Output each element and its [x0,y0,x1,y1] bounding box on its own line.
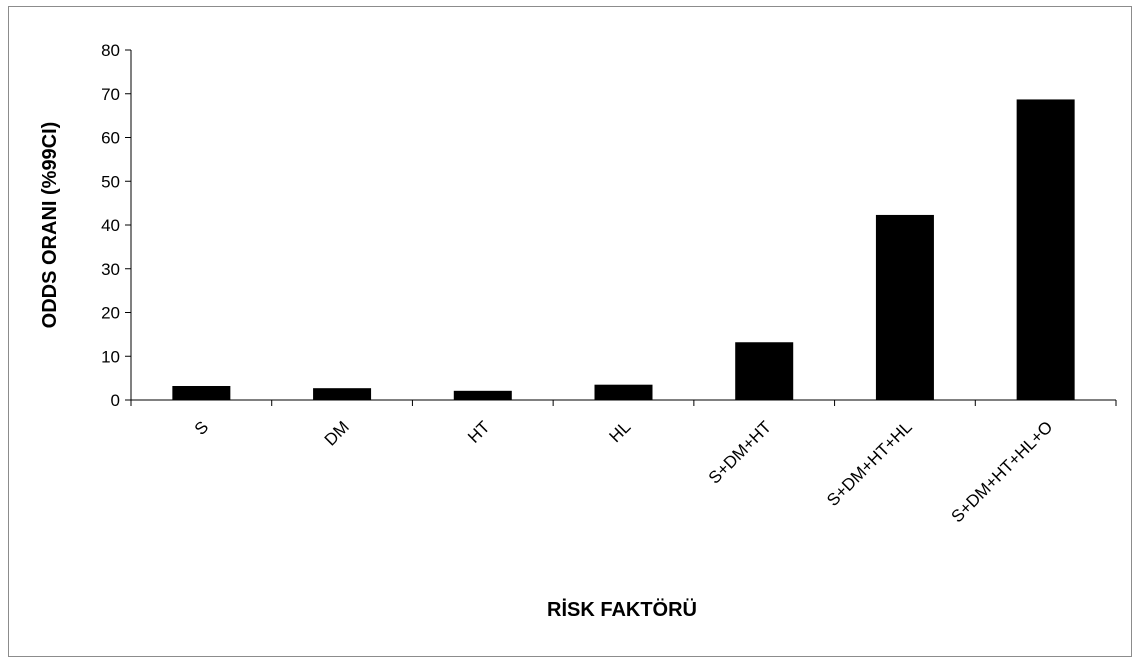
bar-s-dm-ht-hl [875,214,934,400]
bar-s-dm-ht [735,342,794,400]
y-tick-label: 50 [101,172,120,191]
x-tick-label: HT [464,417,493,446]
y-tick-label: 80 [101,41,120,60]
y-tick-label: 20 [101,304,120,323]
bar-s-dm-ht-hl-o [1016,99,1075,400]
bar-ht [453,390,512,400]
x-tick-label: S+DM+HT+HL+O [947,417,1056,526]
y-axis-title: ODDS ORANI (%99CI) [39,122,61,329]
x-tick-label: S+DM+HT+HL [823,417,916,510]
bar-s [172,386,231,400]
y-tick-label: 40 [101,216,120,235]
x-tick-label: S+DM+HT [705,417,775,487]
y-tick-label: 0 [111,391,120,410]
y-tick-label: 70 [101,85,120,104]
y-tick-label: 30 [101,260,120,279]
x-tick-label: S [191,417,212,438]
bars [172,99,1075,400]
bar-hl [594,384,653,400]
chart-frame [8,6,1132,657]
bar-dm [313,388,372,400]
y-tick-label: 10 [101,347,120,366]
y-axis-ticks: 0 10 20 30 40 50 60 70 80 [101,41,131,410]
y-tick-label: 60 [101,129,120,148]
x-tick-label: HL [606,417,635,446]
x-tick-label: DM [321,417,353,449]
x-axis-title: RİSK FAKTÖRÜ [547,598,697,621]
x-axis-ticks: S DM HT HL S+DM+HT S+DM+HT+HL S+DM+HT+HL+O [130,400,1117,526]
